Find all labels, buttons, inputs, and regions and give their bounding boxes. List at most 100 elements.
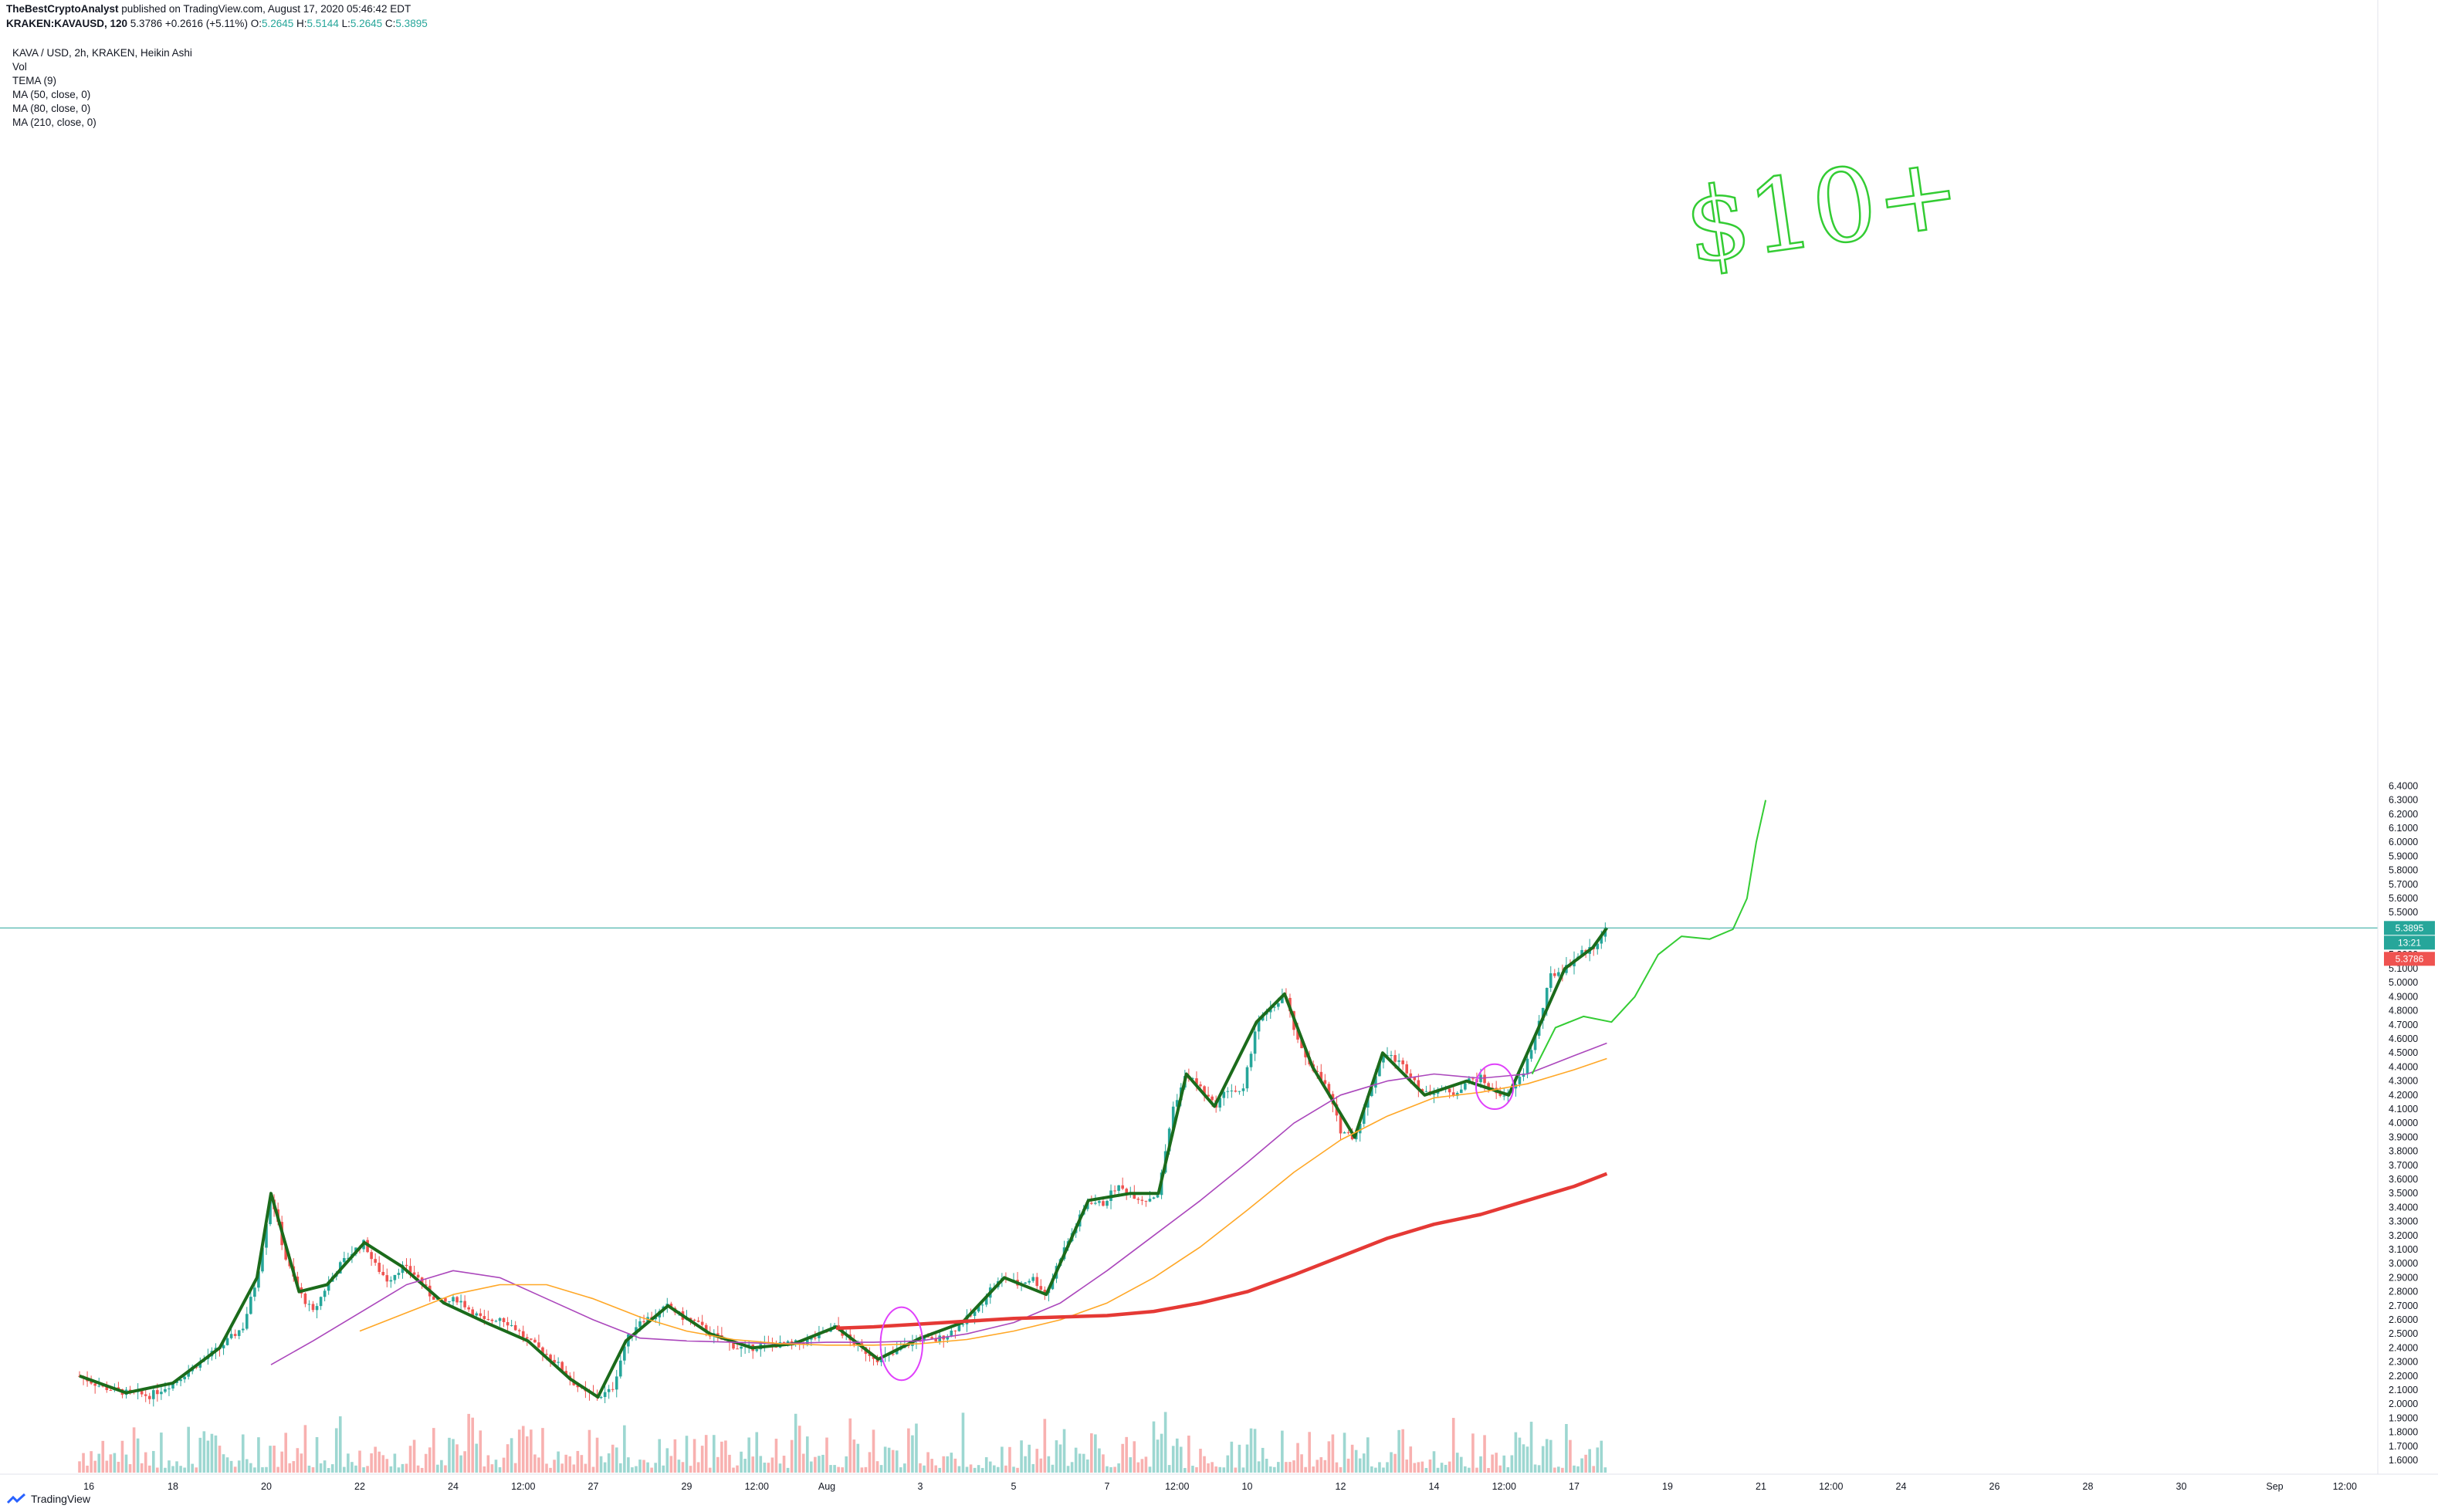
volume-bar: [942, 1456, 946, 1473]
volume-bar: [564, 1454, 568, 1473]
volume-bar: [1136, 1462, 1140, 1473]
candle-body: [1249, 1054, 1253, 1067]
volume-bar: [747, 1437, 750, 1473]
volume-bar: [923, 1465, 926, 1473]
candle-body: [950, 1330, 953, 1337]
volume-bar: [483, 1466, 486, 1473]
time-tick-label: 24: [448, 1481, 459, 1492]
candle-body: [1487, 1083, 1490, 1088]
candle-body: [198, 1361, 202, 1368]
volume-bar: [147, 1465, 151, 1473]
candle-body: [420, 1277, 424, 1285]
volume-bar: [1008, 1446, 1011, 1473]
legend-tema[interactable]: TEMA (9): [12, 75, 57, 86]
volume-bar: [303, 1425, 307, 1473]
candle-body: [1358, 1124, 1362, 1134]
volume-bar: [568, 1456, 572, 1473]
volume-bar: [1051, 1464, 1055, 1473]
volume-bar: [635, 1466, 638, 1473]
candle-body: [1346, 1132, 1350, 1134]
volume-bar: [151, 1450, 155, 1473]
candle-body: [513, 1324, 517, 1331]
volume-bar: [988, 1461, 992, 1473]
price-axis[interactable]: 1.6000 1.7000 1.8000 1.9000 2.0000 2.1000 2.20…: [2389, 780, 2418, 1466]
candle-body: [1117, 1185, 1120, 1191]
candle-body: [1152, 1197, 1156, 1199]
tradingview-logo[interactable]: TradingView: [6, 1493, 90, 1505]
candle-body: [249, 1297, 252, 1314]
volume-bar: [1323, 1460, 1327, 1473]
volume-bar: [1491, 1454, 1494, 1473]
volume-bar: [144, 1452, 147, 1473]
volume-bar: [1261, 1447, 1265, 1473]
candle-body: [1171, 1106, 1175, 1129]
volume-bar: [156, 1467, 159, 1473]
volume-bar: [307, 1465, 311, 1473]
candle-body: [229, 1334, 233, 1338]
author-name[interactable]: TheBestCryptoAnalyst: [6, 3, 119, 15]
time-tick-label: 14: [1429, 1481, 1440, 1492]
candle-body: [692, 1319, 696, 1321]
volume-bar: [1475, 1467, 1478, 1473]
volume-bar: [97, 1453, 101, 1473]
candle-body: [448, 1301, 451, 1303]
volume-bar: [1455, 1453, 1459, 1473]
candle-body: [553, 1360, 556, 1363]
series-line: [836, 1172, 1608, 1331]
candle-body: [1533, 1035, 1537, 1050]
candle-body: [545, 1354, 548, 1355]
candle-body: [1175, 1100, 1179, 1107]
candle-body: [183, 1376, 186, 1380]
volume-bar: [222, 1454, 225, 1473]
volume-bar: [393, 1453, 397, 1473]
legend-title[interactable]: KAVA / USD, 2h, KRAKEN, Heikin Ashi: [12, 47, 192, 59]
volume-bar: [631, 1467, 634, 1473]
volume-bar: [225, 1457, 229, 1473]
volume-bar: [720, 1441, 723, 1473]
candle-body: [156, 1390, 159, 1395]
volume-bar: [424, 1453, 428, 1473]
volume-bar: [642, 1460, 645, 1473]
candle-body: [642, 1321, 645, 1323]
volume-bar: [953, 1458, 957, 1473]
candle-body: [599, 1396, 603, 1399]
price-tick-label: 3.4000: [2389, 1202, 2418, 1213]
volume-bar: [370, 1453, 373, 1473]
candle-body: [405, 1264, 408, 1267]
volume-bar: [1382, 1467, 1385, 1473]
volume-bar: [992, 1465, 996, 1473]
volume-bar: [459, 1455, 462, 1473]
price-tick-label: 4.0000: [2389, 1118, 2418, 1128]
candle-body: [530, 1338, 533, 1340]
volume-bar: [1522, 1444, 1525, 1473]
volume-bar: [1144, 1456, 1148, 1473]
volume-bar: [1175, 1438, 1179, 1473]
legend-vol[interactable]: Vol: [12, 61, 27, 73]
volume-bar: [1331, 1434, 1335, 1473]
legend-ma210[interactable]: MA (210, close, 0): [12, 117, 97, 128]
volume-bar: [950, 1453, 953, 1473]
legend-ma50[interactable]: MA (50, close, 0): [12, 89, 91, 100]
candle-body: [1144, 1200, 1148, 1202]
volume-bar: [1525, 1446, 1529, 1473]
candle-body: [1413, 1077, 1417, 1081]
candle-body: [1545, 987, 1549, 1008]
time-axis[interactable]: 16 18 20 22 24 12:00 27 29 12:00 Aug 3 5 7 12:00 10 12 1…: [83, 1481, 2357, 1492]
candle-body: [385, 1275, 389, 1282]
volume-bar: [537, 1457, 540, 1473]
price-tag-current-text: 5.3786: [2396, 953, 2424, 964]
volume-bar: [1187, 1436, 1190, 1473]
time-tick-label: 20: [261, 1481, 272, 1492]
price-tick-label: 6.4000: [2389, 780, 2418, 791]
volume-bar: [90, 1451, 93, 1473]
volume-bar: [1304, 1466, 1307, 1473]
price-tick-label: 1.7000: [2389, 1441, 2418, 1452]
candle-body: [1222, 1091, 1226, 1098]
volume-bar: [915, 1423, 918, 1473]
handwritten-annotation: $10+: [1678, 132, 1968, 286]
volume-bar: [1479, 1456, 1482, 1473]
volume-bar: [1004, 1465, 1007, 1473]
legend-ma80[interactable]: MA (80, close, 0): [12, 103, 91, 114]
volume-bar: [378, 1451, 381, 1473]
